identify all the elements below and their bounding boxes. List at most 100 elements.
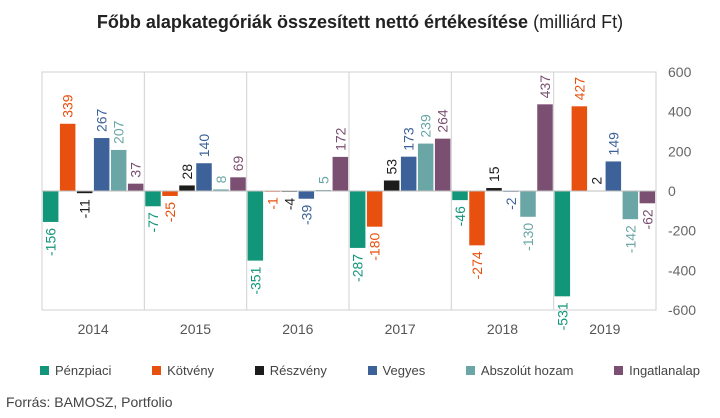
legend-item: Abszolút hozam <box>465 360 574 380</box>
data-label: -4 <box>281 198 297 211</box>
x-category-label: 2018 <box>487 321 518 337</box>
data-label: 339 <box>60 94 76 118</box>
x-category-label: 2019 <box>589 321 620 337</box>
x-category-label: 2017 <box>385 321 416 337</box>
x-category-label: 2014 <box>78 321 109 337</box>
legend-swatch <box>152 365 162 375</box>
data-label: 5 <box>315 176 331 184</box>
data-label: 239 <box>418 114 434 138</box>
legend-item: Pénzpiaci <box>40 360 111 380</box>
data-label: 172 <box>332 127 348 151</box>
bar <box>42 191 59 222</box>
bar <box>400 156 417 191</box>
data-label: -156 <box>43 228 59 256</box>
data-label: 8 <box>213 175 229 183</box>
legend-swatch <box>465 365 475 375</box>
chart-title: Főbb alapkategóriák összesített nettó ér… <box>0 12 720 33</box>
chart-title-suffix: (milliárd Ft) <box>533 12 624 32</box>
data-label: 15 <box>486 166 502 182</box>
legend-swatch <box>40 365 49 375</box>
data-label: 267 <box>94 108 110 132</box>
y-tick-label: -200 <box>668 223 696 239</box>
chart-legend: Pénzpiaci Kötvény Részvény Vegyes Abszolút h… <box>40 360 700 380</box>
bar <box>93 138 110 191</box>
bar <box>162 191 178 196</box>
bar <box>110 149 127 191</box>
data-label: 207 <box>111 120 127 144</box>
bar <box>213 189 229 191</box>
data-label: 173 <box>401 127 417 151</box>
data-label: 149 <box>605 132 621 156</box>
bar <box>434 138 451 191</box>
bar <box>179 185 195 191</box>
legend-label: Pénzpiaci <box>55 362 112 378</box>
data-label: -39 <box>298 205 314 225</box>
bar <box>196 163 212 191</box>
data-label: 264 <box>435 109 451 133</box>
data-label: 53 <box>384 159 400 175</box>
data-label: -77 <box>145 212 161 232</box>
source-note: Forrás: BAMOSZ, Portfolio <box>6 394 173 410</box>
data-label: 437 <box>537 75 553 99</box>
x-category-label: 2016 <box>282 321 313 337</box>
bar <box>469 191 485 246</box>
data-label: 28 <box>179 164 195 180</box>
y-tick-label: 0 <box>668 183 676 199</box>
data-label: -351 <box>247 266 263 294</box>
data-label: -287 <box>350 254 366 282</box>
bar <box>452 191 468 201</box>
data-label: -25 <box>162 202 178 222</box>
bar <box>605 161 622 191</box>
legend-swatch <box>254 365 264 375</box>
bar <box>298 191 315 199</box>
bar <box>571 106 588 191</box>
bar <box>639 191 656 204</box>
data-label: -1 <box>264 197 280 210</box>
bar <box>247 191 264 261</box>
bar <box>417 143 434 191</box>
data-label: -274 <box>469 251 485 279</box>
legend-label: Abszolút hozam <box>480 362 574 378</box>
data-label: 140 <box>196 134 212 158</box>
data-label: -2 <box>503 197 519 210</box>
bar <box>127 183 144 191</box>
bar <box>537 104 553 191</box>
y-tick-label: -400 <box>668 262 696 278</box>
bar <box>230 177 246 191</box>
data-label: -11 <box>77 199 93 218</box>
data-label: -46 <box>452 206 468 226</box>
data-label: 37 <box>128 162 144 178</box>
bar <box>486 188 502 191</box>
data-label: -130 <box>520 223 536 251</box>
bar <box>349 191 366 248</box>
legend-label: Ingatlanalap <box>629 362 700 378</box>
legend-swatch <box>367 365 377 375</box>
bar <box>366 191 383 227</box>
data-label: -180 <box>367 232 383 260</box>
legend-item: Részvény <box>254 360 327 380</box>
data-label: -531 <box>554 302 570 330</box>
bar <box>59 123 76 191</box>
data-label: 69 <box>230 156 246 172</box>
data-label: -62 <box>639 209 655 229</box>
bar <box>145 191 161 207</box>
bar <box>76 191 93 194</box>
bar <box>383 180 400 191</box>
legend-item: Kötvény <box>152 360 214 380</box>
bar <box>554 191 571 297</box>
legend-item: Ingatlanalap <box>614 360 700 380</box>
bar <box>622 191 639 220</box>
bar <box>520 191 536 217</box>
chart-title-main: Főbb alapkategóriák összesített nettó ér… <box>96 12 529 32</box>
legend-label: Részvény <box>269 362 327 378</box>
data-label: 2 <box>588 177 604 185</box>
data-label: -142 <box>622 225 638 253</box>
y-tick-label: -600 <box>668 302 696 318</box>
legend-swatch <box>614 365 624 375</box>
legend-label: Kötvény <box>167 362 215 378</box>
y-tick-label: 400 <box>668 104 692 120</box>
x-category-label: 2015 <box>180 321 211 337</box>
legend-label: Vegyes <box>382 362 426 378</box>
legend-item: Vegyes <box>367 360 426 380</box>
